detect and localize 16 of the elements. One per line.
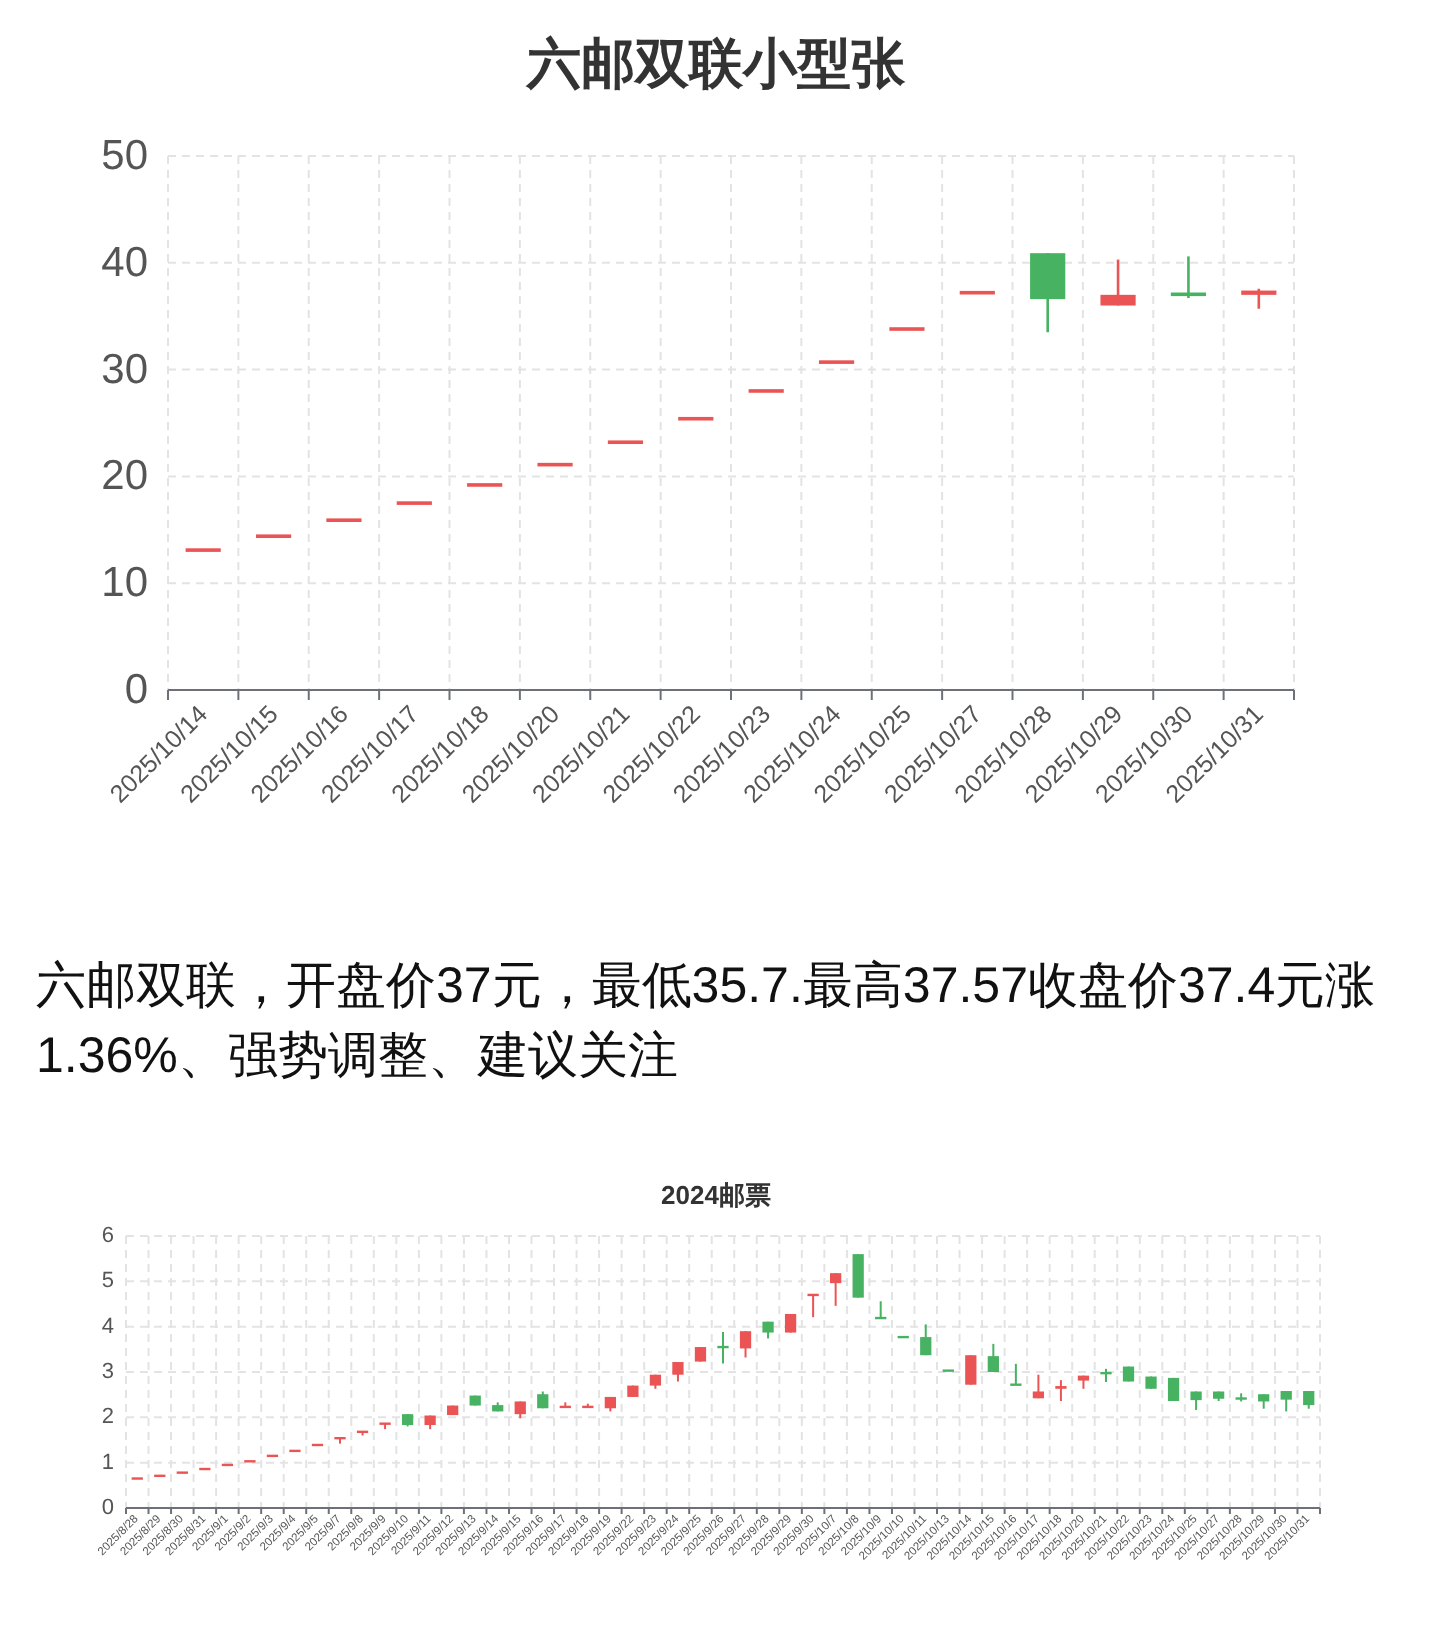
y-tick-label: 0 bbox=[101, 1496, 114, 1520]
y-tick-label: 4 bbox=[101, 1314, 114, 1339]
y-tick-label: 20 bbox=[101, 453, 148, 500]
y-tick-label: 50 bbox=[101, 133, 148, 179]
y-tick-label: 3 bbox=[101, 1360, 114, 1384]
y-tick-label: 5 bbox=[101, 1269, 114, 1294]
y-tick-label: 2 bbox=[101, 1405, 114, 1430]
chart-title: 六邮双联小型张 bbox=[525, 34, 907, 94]
y-tick-label: 6 bbox=[101, 1224, 114, 1248]
y-tick-label: 1 bbox=[101, 1450, 114, 1475]
text: 六邮双联，开盘价37元，最低35.7.最高37.57收盘价37.4元涨1.36%、强势调整、建议关注 bbox=[36, 956, 1378, 1088]
y-tick-label: 0 bbox=[124, 667, 148, 713]
y-tick-label: 10 bbox=[101, 560, 148, 607]
y-tick-label: 40 bbox=[101, 239, 148, 286]
chart-title: 2024邮票 bbox=[661, 1180, 771, 1210]
y-tick-label: 30 bbox=[101, 346, 148, 393]
